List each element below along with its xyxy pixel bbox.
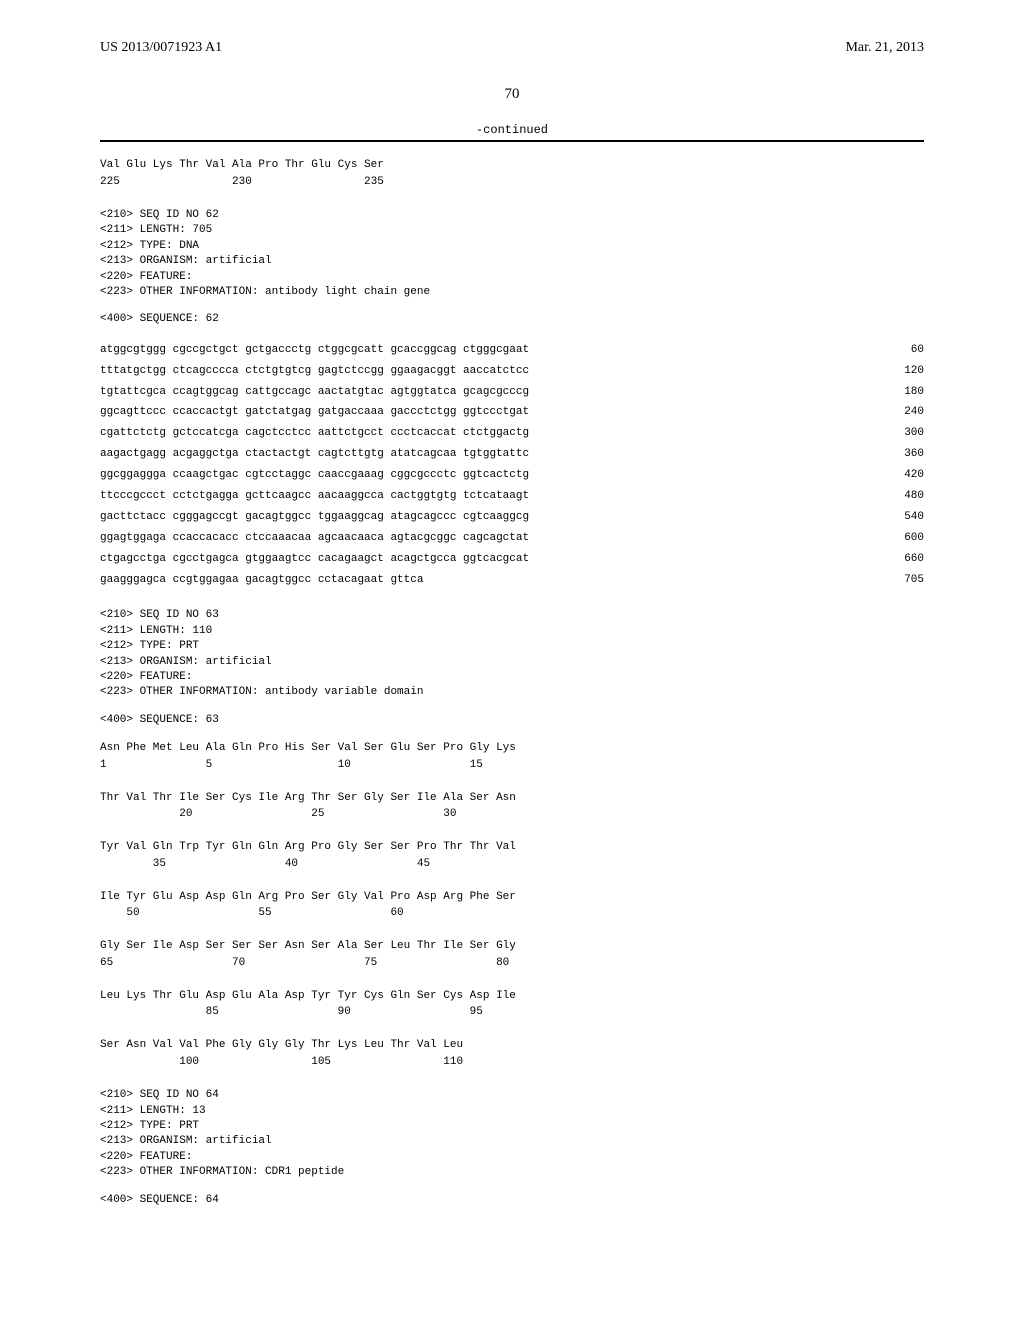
dna-pos: 120 xyxy=(884,361,924,382)
dna-row: ggcagttccc ccaccactgt gatctatgag gatgacc… xyxy=(100,402,924,423)
dna-seq: ggagtggaga ccaccacacc ctccaaacaa agcaaca… xyxy=(100,528,529,549)
dna-seq: atggcgtggg cgccgctgct gctgaccctg ctggcgc… xyxy=(100,340,529,361)
dna-pos: 540 xyxy=(884,507,924,528)
frag-aa-line: Val Glu Lys Thr Val Ala Pro Thr Glu Cys … xyxy=(100,159,384,171)
dna-row: ggcggaggga ccaagctgac cgtcctaggc caaccga… xyxy=(100,465,924,486)
dna-seq: ggcagttccc ccaccactgt gatctatgag gatgacc… xyxy=(100,402,529,423)
seq64-header: <400> SEQUENCE: 64 xyxy=(100,1193,924,1208)
publication-date: Mar. 21, 2013 xyxy=(845,40,924,56)
dna-seq: ttcccgccct cctctgagga gcttcaagcc aacaagg… xyxy=(100,486,529,507)
dna-pos: 600 xyxy=(884,528,924,549)
dna-seq: ctgagcctga cgcctgagca gtggaagtcc cacagaa… xyxy=(100,549,529,570)
dna-pos: 300 xyxy=(884,423,924,444)
dna-pos: 360 xyxy=(884,444,924,465)
dna-seq: cgattctctg gctccatcga cagctcctcc aattctg… xyxy=(100,423,529,444)
seq63-meta: <210> SEQ ID NO 63 <211> LENGTH: 110 <21… xyxy=(100,608,924,700)
dna-row: tttatgctgg ctcagcccca ctctgtgtcg gagtctc… xyxy=(100,361,924,382)
continued-label: -continued xyxy=(100,123,924,137)
dna-pos: 60 xyxy=(891,340,924,361)
dna-row: ttcccgccct cctctgagga gcttcaagcc aacaagg… xyxy=(100,486,924,507)
page-number: 70 xyxy=(100,86,924,103)
publication-number: US 2013/0071923 A1 xyxy=(100,40,222,56)
dna-pos: 660 xyxy=(884,549,924,570)
seq62-meta: <210> SEQ ID NO 62 <211> LENGTH: 705 <21… xyxy=(100,208,924,300)
divider xyxy=(100,140,924,142)
dna-pos: 705 xyxy=(884,570,924,591)
dna-pos: 180 xyxy=(884,382,924,403)
dna-seq: gaagggagca ccgtggagaa gacagtggcc cctacag… xyxy=(100,570,423,591)
dna-row: ggagtggaga ccaccacacc ctccaaacaa agcaaca… xyxy=(100,528,924,549)
dna-seq: gacttctacc cgggagccgt gacagtggcc tggaagg… xyxy=(100,507,529,528)
seq63-header: <400> SEQUENCE: 63 xyxy=(100,713,924,728)
dna-pos: 240 xyxy=(884,402,924,423)
fragment-top: Val Glu Lys Thr Val Ala Pro Thr Glu Cys … xyxy=(100,157,924,190)
dna-seq: aagactgagg acgaggctga ctactactgt cagtctt… xyxy=(100,444,529,465)
seq62-dna: atggcgtggg cgccgctgct gctgaccctg ctggcgc… xyxy=(100,340,924,591)
dna-row: gaagggagca ccgtggagaa gacagtggcc cctacag… xyxy=(100,570,924,591)
seq63-aa: Asn Phe Met Leu Ala Gln Pro His Ser Val … xyxy=(100,740,924,1070)
dna-pos: 480 xyxy=(884,486,924,507)
dna-row: cgattctctg gctccatcga cagctcctcc aattctg… xyxy=(100,423,924,444)
dna-seq: tgtattcgca ccagtggcag cattgccagc aactatg… xyxy=(100,382,529,403)
dna-seq: ggcggaggga ccaagctgac cgtcctaggc caaccga… xyxy=(100,465,529,486)
dna-row: aagactgagg acgaggctga ctactactgt cagtctt… xyxy=(100,444,924,465)
seq64-meta: <210> SEQ ID NO 64 <211> LENGTH: 13 <212… xyxy=(100,1088,924,1180)
dna-pos: 420 xyxy=(884,465,924,486)
dna-row: ctgagcctga cgcctgagca gtggaagtcc cacagaa… xyxy=(100,549,924,570)
dna-row: gacttctacc cgggagccgt gacagtggcc tggaagg… xyxy=(100,507,924,528)
frag-pos-line: 225 230 235 xyxy=(100,176,384,188)
page-header: US 2013/0071923 A1 Mar. 21, 2013 xyxy=(100,40,924,56)
dna-row: atggcgtggg cgccgctgct gctgaccctg ctggcgc… xyxy=(100,340,924,361)
dna-row: tgtattcgca ccagtggcag cattgccagc aactatg… xyxy=(100,382,924,403)
seq62-header: <400> SEQUENCE: 62 xyxy=(100,312,924,327)
dna-seq: tttatgctgg ctcagcccca ctctgtgtcg gagtctc… xyxy=(100,361,529,382)
